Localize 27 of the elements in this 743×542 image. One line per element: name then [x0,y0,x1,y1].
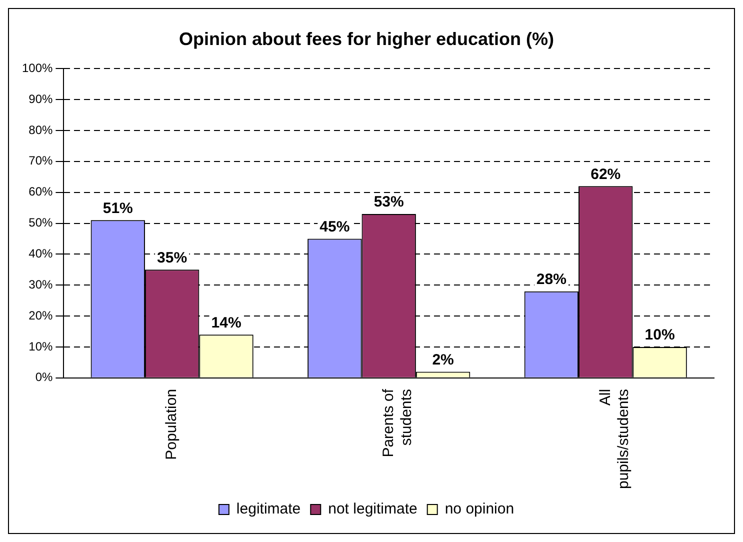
data-label: 62% [590,166,621,183]
y-tick-label: 100% [22,60,54,75]
data-label: 28% [536,270,566,288]
data-label: 2% [432,351,454,368]
y-tick-label: 30% [28,277,54,292]
x-tick-label: Population [163,388,180,460]
data-label: 45% [320,218,350,236]
y-tick-label: 40% [28,246,54,261]
y-tick-label: 10% [28,339,54,354]
y-tick-label: 60% [28,184,54,199]
y-tick-label: 0% [35,370,54,384]
y-tick-label: 70% [28,154,54,168]
chart-title: Opinion about fees for higher education (%) [178,28,554,49]
data-label: 51% [102,200,133,217]
y-tick-label: 20% [28,308,54,322]
data-label: 14% [211,314,242,332]
y-tick-label: 50% [28,216,54,230]
data-label: 35% [157,249,188,266]
data-label: 53% [374,194,404,211]
x-tick-label: Parents of students [380,388,415,458]
y-tick-label: 90% [28,92,54,106]
legend-label: not legitimate [328,500,418,518]
legend-label: no opinion [444,500,514,518]
x-tick-label: All pupils/students [596,388,632,490]
data-label: 10% [644,326,675,344]
y-tick-label: 80% [28,122,54,137]
legend-label: legitimate [236,500,301,518]
